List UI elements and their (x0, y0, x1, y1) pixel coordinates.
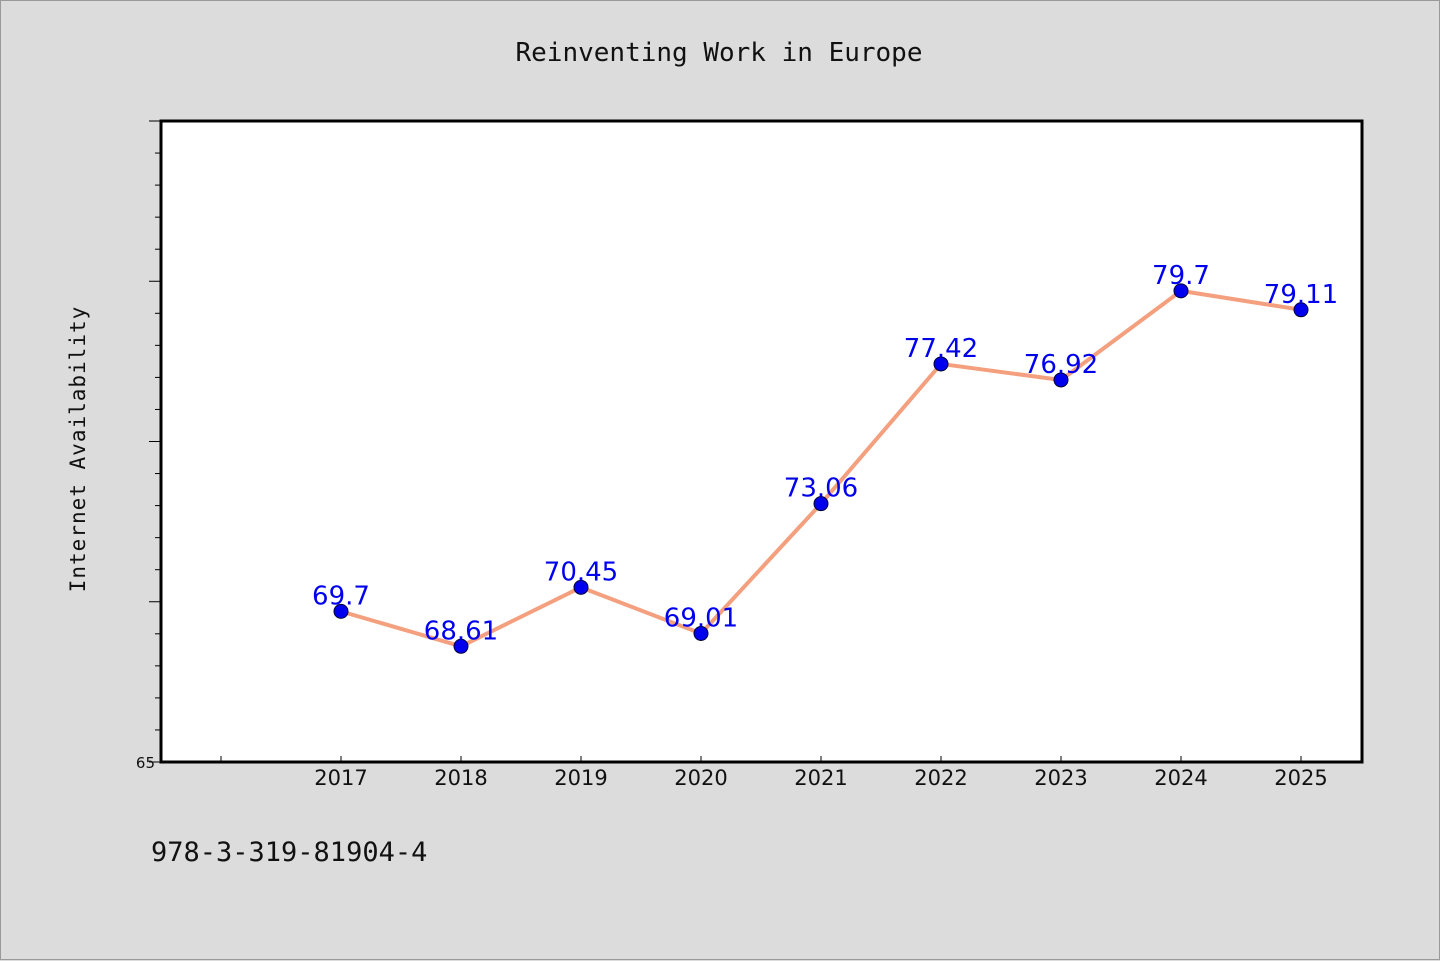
data-point-marker (693, 625, 709, 641)
data-label: 77.42 (904, 334, 978, 364)
y-axis-ticks: 65 (136, 120, 161, 772)
data-label: 73.06 (784, 474, 858, 504)
x-axis-ticks: 2017 2018 2019 2020 2021 2022 2023 2024 2025 (220, 756, 1328, 790)
data-label: 69.7 (312, 581, 370, 611)
data-label: 70.45 (544, 557, 618, 587)
x-tick-label: 2023 (1034, 766, 1087, 790)
x-tick-label: 2021 (794, 766, 847, 790)
isbn-text: 978-3-319-81904-4 (151, 837, 428, 868)
data-label: 69.01 (664, 603, 738, 633)
chart-title: Reinventing Work in Europe (516, 38, 923, 68)
data-label: 79.7 (1152, 261, 1210, 291)
x-tick-label: 2018 (434, 766, 487, 790)
x-tick-label: 2025 (1274, 766, 1327, 790)
data-point-marker (933, 356, 949, 372)
y-tick-label: 65 (136, 754, 155, 772)
y-axis-label: Internet Availability (66, 306, 90, 593)
data-labels-group: 69.7 68.61 70.45 69.01 73.06 77.42 76.92 79.7 79… (312, 261, 1338, 646)
data-point-marker (1053, 372, 1069, 388)
plot-area (159, 119, 1364, 764)
data-label: 76.92 (1024, 350, 1098, 380)
data-label: 79.11 (1264, 280, 1338, 310)
x-tick-label: 2019 (554, 766, 607, 790)
data-point-marker (813, 496, 829, 512)
data-point-marker (573, 579, 589, 595)
markers-group (333, 283, 1309, 654)
data-point-marker (1293, 302, 1309, 318)
data-label: 68.61 (424, 616, 498, 646)
x-tick-label: 2020 (674, 766, 727, 790)
x-tick-label: 2022 (914, 766, 967, 790)
data-point-marker (1173, 283, 1189, 299)
x-tick-label: 2024 (1154, 766, 1207, 790)
data-point-marker (453, 638, 469, 654)
data-point-marker (333, 603, 349, 619)
x-tick-label: 2017 (314, 766, 367, 790)
